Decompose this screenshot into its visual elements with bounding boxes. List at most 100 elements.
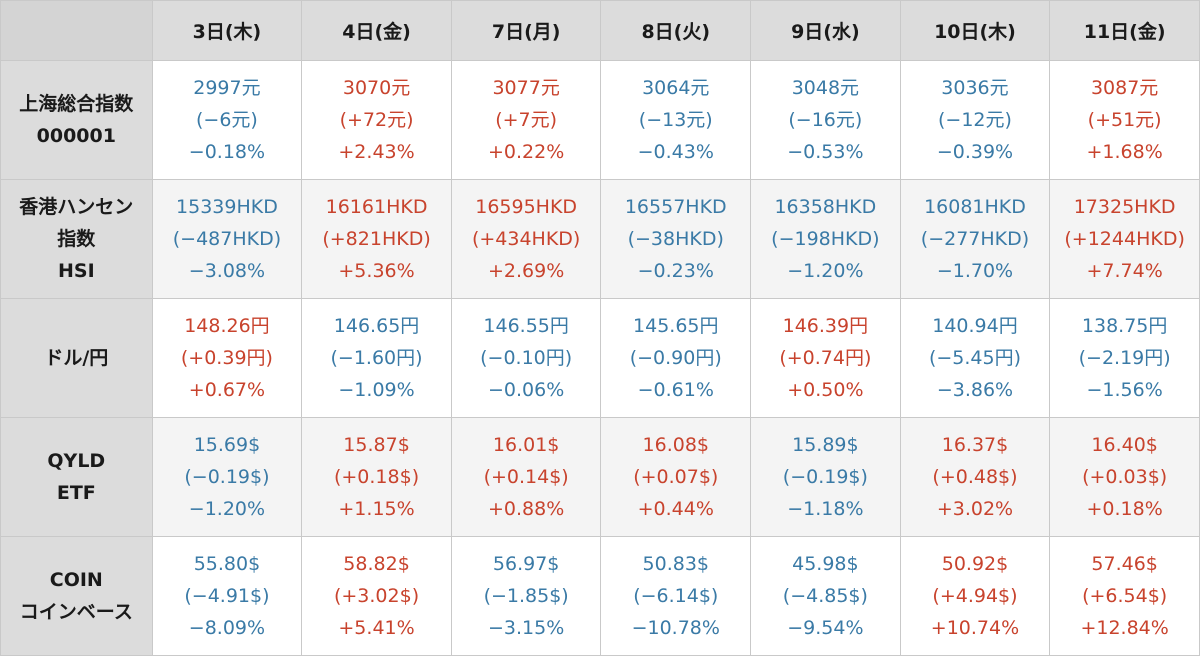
change-value: (+0.14$) xyxy=(483,466,569,488)
value-cell: 17325HKD (+1244HKD) +7.74% xyxy=(1049,179,1200,299)
change-value: (+0.07$) xyxy=(633,466,719,488)
value-cell: 50.83$ (−6.14$) −10.78% xyxy=(600,536,752,656)
change-value: (−6.14$) xyxy=(633,585,719,607)
table-row: ドル/円 148.26円 (+0.39円) +0.67% 146.65円 (−1.60円)… xyxy=(0,298,1200,418)
value-cell: 15.69$ (−0.19$) −1.20% xyxy=(151,417,303,537)
price-value: 16557HKD xyxy=(624,196,727,218)
change-value: (−1.60円) xyxy=(330,347,423,369)
percent-value: −3.86% xyxy=(936,379,1014,401)
percent-value: +5.36% xyxy=(338,260,415,282)
row-label-line: QYLD xyxy=(47,450,106,472)
percent-value: −1.70% xyxy=(936,260,1014,282)
row-label: COIN コインベース xyxy=(0,536,153,656)
change-value: (+7元) xyxy=(495,109,558,131)
percent-value: −0.53% xyxy=(787,141,864,163)
price-value: 3064元 xyxy=(642,77,710,99)
change-value: (−2.19円) xyxy=(1078,347,1171,369)
value-cell: 15.87$ (+0.18$) +1.15% xyxy=(301,417,452,537)
change-value: (+0.18$) xyxy=(333,466,420,488)
change-value: (−198HKD) xyxy=(771,228,880,250)
value-cell: 3048元 (−16元) −0.53% xyxy=(750,60,901,180)
row-label-line: COIN xyxy=(49,569,103,591)
row-label: 上海総合指数 000001 xyxy=(0,60,153,180)
price-value: 15.87$ xyxy=(343,434,410,456)
value-cell: 16081HKD (−277HKD) −1.70% xyxy=(899,179,1051,299)
change-value: (−0.19$) xyxy=(184,466,270,488)
price-value: 58.82$ xyxy=(343,553,410,575)
price-value: 140.94円 xyxy=(932,315,1018,337)
change-value: (−6元) xyxy=(196,109,258,131)
price-value: 50.92$ xyxy=(941,553,1009,575)
row-label-line: コインベース xyxy=(19,601,133,623)
table-body: 上海総合指数 000001 2997元 (−6元) −0.18% 3070元 (+72元) +… xyxy=(0,60,1200,656)
percent-value: −0.61% xyxy=(637,379,714,401)
value-cell: 146.65円 (−1.60円) −1.09% xyxy=(301,298,452,418)
percent-value: +2.43% xyxy=(338,141,415,163)
value-cell: 3070元 (+72元) +2.43% xyxy=(301,60,452,180)
percent-value: +0.50% xyxy=(787,379,864,401)
value-cell: 148.26円 (+0.39円) +0.67% xyxy=(151,298,303,418)
percent-value: +10.74% xyxy=(930,617,1020,639)
value-cell: 16358HKD (−198HKD) −1.20% xyxy=(750,179,901,299)
value-cell: 45.98$ (−4.85$) −9.54% xyxy=(750,536,901,656)
row-label-line: 上海総合指数 xyxy=(19,93,134,115)
percent-value: +5.41% xyxy=(338,617,415,639)
row-label: 香港ハンセン 指数 HSI xyxy=(0,179,153,299)
percent-value: +0.67% xyxy=(188,379,266,401)
change-value: (−16元) xyxy=(788,109,863,131)
value-cell: 58.82$ (+3.02$) +5.41% xyxy=(301,536,452,656)
value-cell: 16.37$ (+0.48$) +3.02% xyxy=(899,417,1051,537)
percent-value: −0.43% xyxy=(637,141,714,163)
percent-value: −8.09% xyxy=(188,617,266,639)
value-cell: 140.94円 (−5.45円) −3.86% xyxy=(899,298,1051,418)
percent-value: +12.84% xyxy=(1080,617,1169,639)
value-cell: 15339HKD (−487HKD) −3.08% xyxy=(151,179,303,299)
value-cell: 145.65円 (−0.90円) −0.61% xyxy=(600,298,752,418)
change-value: (−38HKD) xyxy=(627,228,724,250)
price-value: 50.83$ xyxy=(642,553,709,575)
change-value: (+0.39円) xyxy=(180,347,273,369)
price-value: 45.98$ xyxy=(792,553,859,575)
value-cell: 2997元 (−6元) −0.18% xyxy=(151,60,303,180)
price-value: 3087元 xyxy=(1090,77,1159,99)
price-value: 16161HKD xyxy=(325,196,428,218)
value-cell: 56.97$ (−1.85$) −3.15% xyxy=(450,536,602,656)
percent-value: −0.23% xyxy=(637,260,714,282)
change-value: (+3.02$) xyxy=(333,585,420,607)
value-cell: 138.75円 (−2.19円) −1.56% xyxy=(1049,298,1200,418)
table-row: 上海総合指数 000001 2997元 (−6元) −0.18% 3070元 (+72元) +… xyxy=(0,60,1200,180)
percent-value: +0.22% xyxy=(488,141,565,163)
percent-value: −1.18% xyxy=(787,498,864,520)
price-value: 55.80$ xyxy=(193,553,261,575)
change-value: (+0.03$) xyxy=(1082,466,1168,488)
value-cell: 146.39円 (+0.74円) +0.50% xyxy=(750,298,901,418)
row-label-line: ETF xyxy=(56,482,96,504)
change-value: (+0.48$) xyxy=(932,466,1018,488)
row-label-line: 000001 xyxy=(36,125,116,147)
value-cell: 16595HKD (+434HKD) +2.69% xyxy=(450,179,602,299)
table-row: 香港ハンセン 指数 HSI 15339HKD (−487HKD) −3.08% 16161H… xyxy=(0,179,1200,299)
change-value: (−4.91$) xyxy=(184,585,270,607)
value-cell: 16.08$ (+0.07$) +0.44% xyxy=(600,417,752,537)
price-value: 3070元 xyxy=(342,77,411,99)
header-row: 3日(木) 4日(金) 7日(月) 8日(火) 9日(水) 10日(木) 11日… xyxy=(0,0,1200,61)
percent-value: −0.39% xyxy=(936,141,1014,163)
value-cell: 146.55円 (−0.10円) −0.06% xyxy=(450,298,602,418)
value-cell: 3064元 (−13元) −0.43% xyxy=(600,60,752,180)
percent-value: +0.44% xyxy=(637,498,714,520)
price-value: 3048元 xyxy=(791,77,860,99)
value-cell: 50.92$ (+4.94$) +10.74% xyxy=(899,536,1051,656)
price-value: 15339HKD xyxy=(176,196,278,218)
change-value: (+4.94$) xyxy=(932,585,1018,607)
price-value: 15.89$ xyxy=(792,434,859,456)
percent-value: +2.69% xyxy=(488,260,565,282)
day-header: 11日(金) xyxy=(1049,0,1200,61)
day-header: 3日(木) xyxy=(151,0,303,61)
price-value: 16358HKD xyxy=(774,196,877,218)
price-value: 57.46$ xyxy=(1091,553,1158,575)
row-label-line: 香港ハンセン xyxy=(19,196,134,218)
change-value: (+0.74円) xyxy=(779,347,872,369)
percent-value: +7.74% xyxy=(1086,260,1163,282)
table-row: QYLD ETF 15.69$ (−0.19$) −1.20% 15.87$ (+0.18$… xyxy=(0,417,1200,537)
change-value: (−5.45円) xyxy=(928,347,1021,369)
